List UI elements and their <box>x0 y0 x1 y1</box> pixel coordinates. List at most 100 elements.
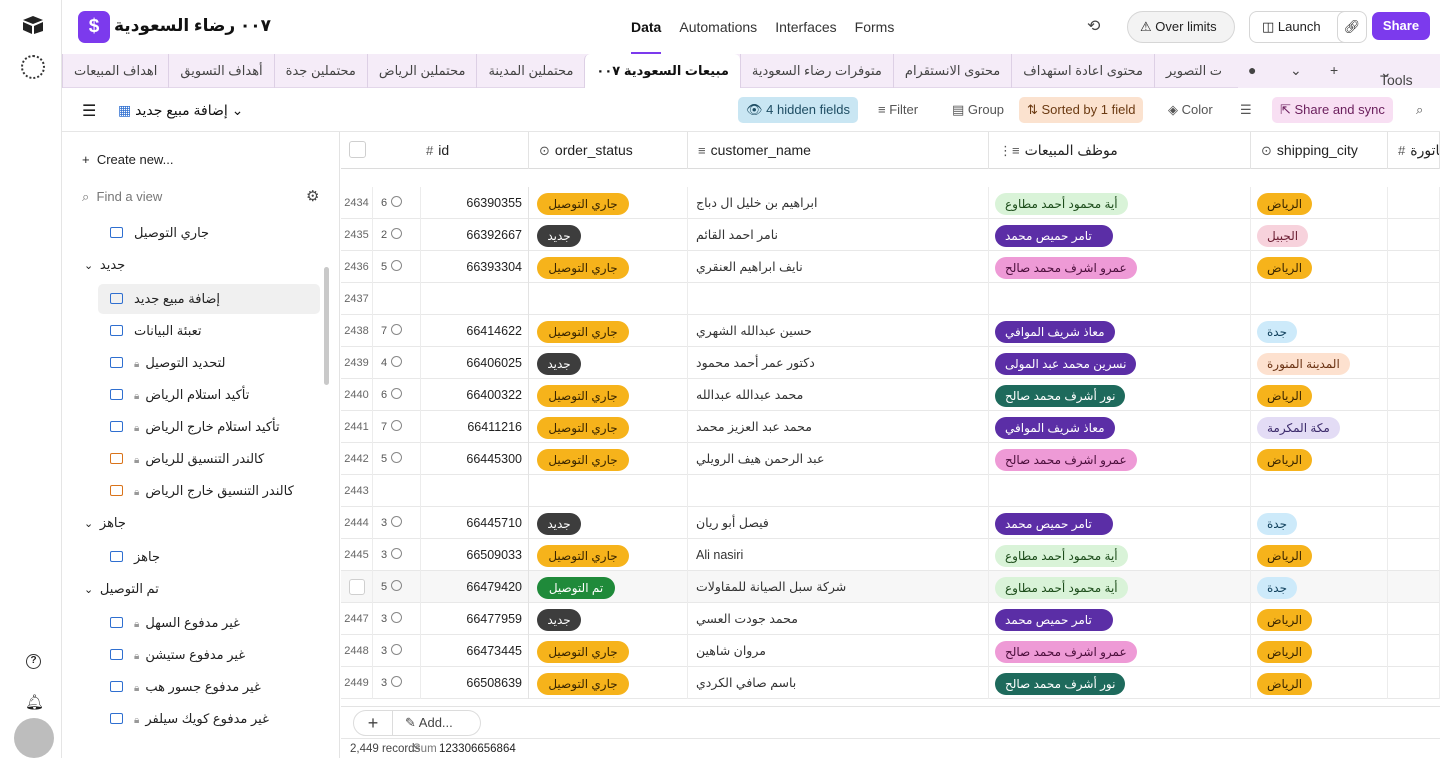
comment-count[interactable]: 3 <box>381 507 421 539</box>
cell-id[interactable]: 66390355 <box>427 187 529 219</box>
view-section[interactable]: ⌄ جاهز <box>84 512 126 534</box>
comment-count[interactable]: 2 <box>381 219 421 251</box>
cell-order-status[interactable]: تم التوصيل <box>529 571 688 603</box>
row-height-icon[interactable]: ☰ <box>1240 102 1252 117</box>
cell-shipping-city[interactable]: جدة <box>1251 315 1388 347</box>
comment-count[interactable]: 3 <box>381 539 421 571</box>
cell-invoice[interactable] <box>1388 315 1440 347</box>
view-switcher[interactable]: ▦ إضافة مبيع جديد ⌄ <box>118 102 244 118</box>
column-header-invoice[interactable]: # فاتورة <box>1388 132 1440 169</box>
table-row[interactable]: 2434 6 66390355 جاري التوصيل ابراهيم بن خليل… <box>341 187 1440 219</box>
sidebar-view-item[interactable]: غير مدفوع ستيشن🔒︎ <box>98 640 320 670</box>
cell-employee[interactable]: تامر حميص محمد <box>989 219 1251 251</box>
comment-count[interactable]: 7 <box>381 411 421 443</box>
circle-arrow-icon[interactable]: ● <box>1248 62 1257 78</box>
hamburger-icon[interactable]: ☰ <box>82 103 97 120</box>
cell-customer-name[interactable]: محمد جودت العسي <box>688 603 989 635</box>
cell-id[interactable]: 66479420 <box>427 571 529 603</box>
table-row[interactable]: 2443 <box>341 475 1440 507</box>
cell-customer-name[interactable] <box>688 475 989 507</box>
cell-order-status[interactable]: جاري التوصيل <box>529 187 688 219</box>
table-tab[interactable]: محتملين جدة <box>273 54 367 88</box>
sidebar-view-item[interactable]: غير مدفوع كويك سيلفر🔒︎ <box>98 704 320 734</box>
comment-count[interactable]: 7 <box>381 315 421 347</box>
sidebar-view-item[interactable]: تأكيد استلام الرياض🔒︎ <box>98 380 320 410</box>
cell-id[interactable]: 66414622 <box>427 315 529 347</box>
cell-invoice[interactable] <box>1388 507 1440 539</box>
cell-id[interactable]: 66473445 <box>427 635 529 667</box>
cell-invoice[interactable] <box>1388 603 1440 635</box>
sum-value[interactable]: 123306656864 <box>439 743 516 755</box>
table-row[interactable]: 2444 3 66445710 جديد فيصل أبو ريان تامر حميص … <box>341 507 1440 539</box>
cell-invoice[interactable] <box>1388 219 1440 251</box>
chevron-down-icon[interactable]: ⌄ <box>1290 62 1302 78</box>
base-title[interactable]: ٠٠٧ رضاء السعودية <box>114 16 272 35</box>
cell-customer-name[interactable]: نايف ابراهيم العنقري <box>688 251 989 283</box>
cell-customer-name[interactable]: فيصل أبو ريان <box>688 507 989 539</box>
table-tab[interactable]: أهداف التسويق <box>168 54 273 88</box>
cell-id[interactable]: 66406025 <box>427 347 529 379</box>
cell-shipping-city[interactable]: الجبيل <box>1251 219 1388 251</box>
sidebar-view-item[interactable]: غير مدفوع السهل🔒︎ <box>98 608 320 638</box>
filter-button[interactable]: ≡ Filter <box>870 97 926 123</box>
cell-order-status[interactable]: جديد <box>529 507 688 539</box>
cell-id[interactable]: 66445710 <box>427 507 529 539</box>
cell-order-status[interactable]: جديد <box>529 347 688 379</box>
nav-interfaces[interactable]: Interfaces <box>775 19 837 35</box>
cell-shipping-city[interactable]: الرياض <box>1251 539 1388 571</box>
column-header-customer-name[interactable]: ≡ customer_name <box>688 132 989 169</box>
cell-order-status[interactable] <box>529 475 688 507</box>
table-row[interactable]: 2447 3 66477959 جديد محمد جودت العسي تامر حمي… <box>341 603 1440 635</box>
sort-button[interactable]: ⇅ Sorted by 1 field <box>1019 97 1144 123</box>
column-header-shipping-city[interactable]: ⊙ shipping_city <box>1251 132 1388 169</box>
cell-id[interactable]: 66392667 <box>427 219 529 251</box>
cell-order-status[interactable]: جاري التوصيل <box>529 635 688 667</box>
hidden-fields-button[interactable]: 👁︎ 4 hidden fields <box>738 97 858 123</box>
view-section[interactable]: ⌄ جديد <box>84 254 125 276</box>
cell-employee[interactable]: نسرين محمد عبد المولى <box>989 347 1251 379</box>
gear-icon[interactable]: ⚙︎ <box>306 188 320 205</box>
cell-employee[interactable]: معاذ شريف الموافي <box>989 411 1251 443</box>
cell-customer-name[interactable]: ابراهيم بن خليل ال دباج <box>688 187 989 219</box>
tools-menu[interactable]: Tools ⌄ <box>1380 64 1413 88</box>
column-header-order-status[interactable]: ⊙ order_status <box>529 132 688 169</box>
sidebar-view-item[interactable]: إضافة مبيع جديد <box>98 284 320 314</box>
column-header-employee[interactable]: ⋮≡ موظف المبيعات <box>989 132 1251 169</box>
cell-shipping-city[interactable] <box>1251 475 1388 507</box>
cell-id[interactable]: 66393304 <box>427 251 529 283</box>
cell-id[interactable] <box>427 475 529 507</box>
view-section[interactable]: ⌄ تم التوصيل <box>84 578 159 600</box>
bell-icon[interactable]: 🔔︎ <box>25 694 45 711</box>
comment-count[interactable]: 6 <box>381 379 421 411</box>
sidebar-view-item[interactable]: لتحديد التوصيل🔒︎ <box>98 348 320 378</box>
comment-count[interactable] <box>381 283 421 315</box>
cell-invoice[interactable] <box>1388 283 1440 315</box>
cell-invoice[interactable] <box>1388 443 1440 475</box>
cell-customer-name[interactable]: محمد عبد العزيز محمد <box>688 411 989 443</box>
cell-employee[interactable]: عمرو اشرف محمد صالح <box>989 443 1251 475</box>
nav-data[interactable]: Data <box>631 0 662 54</box>
table-row[interactable]: 2440 6 66400322 جاري التوصيل محمد عبدالله عب… <box>341 379 1440 411</box>
select-all-checkbox[interactable] <box>349 141 366 158</box>
create-view-button[interactable]: + Create new... <box>82 152 174 167</box>
color-button[interactable]: ◈ Color <box>1160 97 1221 123</box>
table-tab[interactable]: اهداف المبيعات <box>62 54 168 88</box>
cell-invoice[interactable] <box>1388 667 1440 699</box>
cell-id[interactable]: 66400322 <box>427 379 529 411</box>
cell-employee[interactable]: تامر حميص محمد <box>989 507 1251 539</box>
sidebar-view-item[interactable]: كالندر التنسيق للرياض🔒︎ <box>98 444 320 474</box>
cell-customer-name[interactable]: دكتور عمر أحمد محمود <box>688 347 989 379</box>
cell-id[interactable] <box>427 283 529 315</box>
cell-employee[interactable] <box>989 283 1251 315</box>
cell-order-status[interactable]: جديد <box>529 603 688 635</box>
table-tab[interactable]: محتوى اعادة استهداف <box>1011 54 1154 88</box>
cell-shipping-city[interactable]: المدينة المنورة <box>1251 347 1388 379</box>
cell-employee[interactable]: نور أشرف محمد صالح <box>989 667 1251 699</box>
cell-shipping-city[interactable]: الرياض <box>1251 443 1388 475</box>
cell-employee[interactable]: أية محمود أحمد مطاوع <box>989 571 1251 603</box>
comment-count[interactable]: 5 <box>381 251 421 283</box>
comment-count[interactable]: 3 <box>381 635 421 667</box>
over-limits-button[interactable]: ⚠︎ Over limits <box>1127 11 1235 43</box>
share-sync-button[interactable]: ⇱ Share and sync <box>1272 97 1393 123</box>
cell-customer-name[interactable]: نامر احمد القائم <box>688 219 989 251</box>
